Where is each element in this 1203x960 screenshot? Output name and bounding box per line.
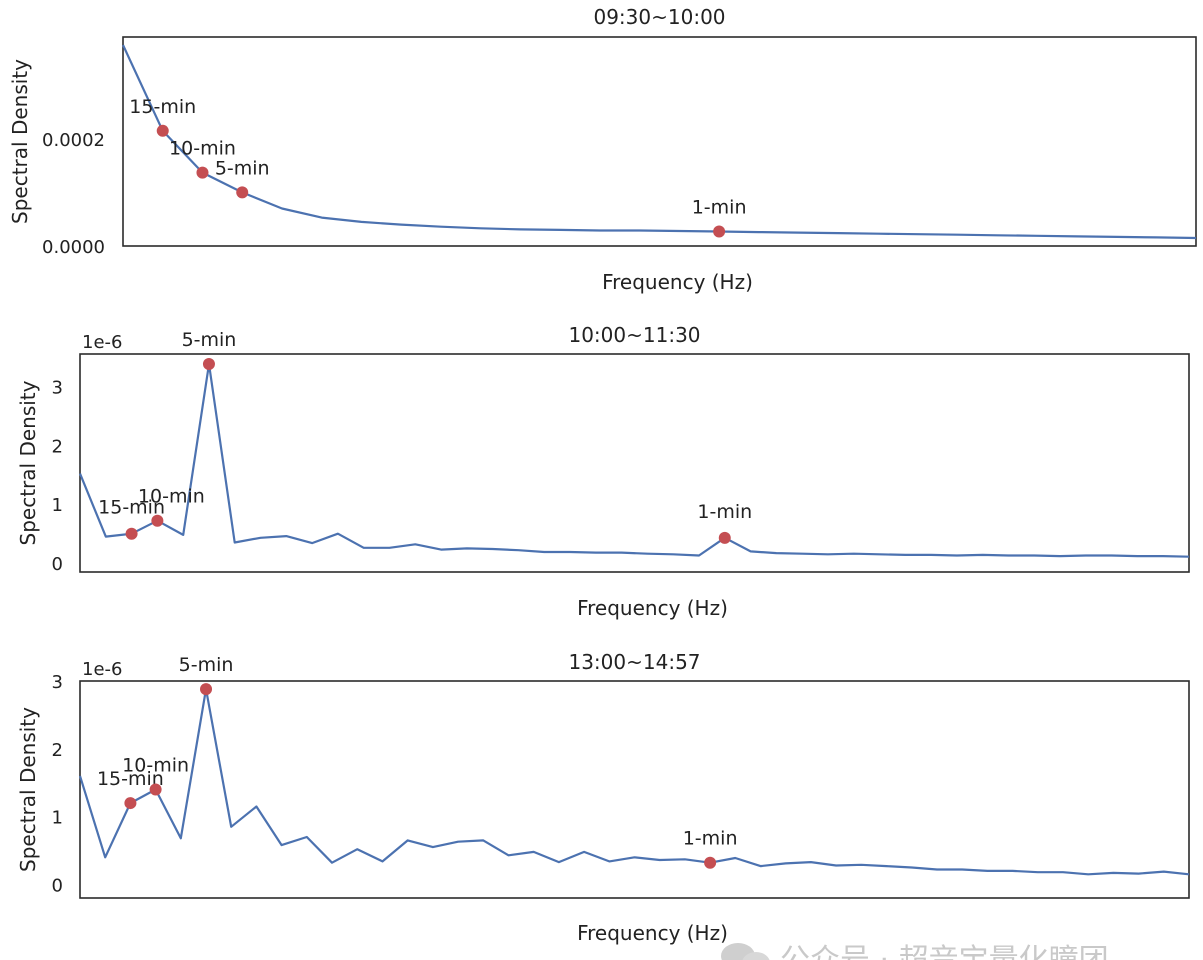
peak-label: 15-min: [97, 768, 164, 790]
peak-marker-10-min: [196, 166, 209, 179]
peak-label: 10-min: [169, 138, 236, 160]
peak-marker-10-min: [151, 514, 164, 527]
peak-label: 15-min: [129, 96, 196, 118]
peak-label: 15-min: [98, 497, 165, 519]
plot-frame: [79, 680, 1190, 899]
y-offset-label: 1e-6: [82, 332, 122, 353]
y-tick-label: 2: [52, 436, 63, 457]
peak-label: 10-min: [138, 486, 205, 508]
x-axis-label: Frequency (Hz): [577, 596, 728, 620]
peak-marker-1-min: [713, 225, 726, 238]
y-tick-label: 1: [52, 808, 63, 829]
y-axis-label: Spectral Density: [8, 59, 32, 224]
spectral-density-line: [78, 362, 1190, 558]
peak-label: 5-min: [179, 654, 234, 676]
y-tick-label: 0: [52, 875, 63, 896]
y-tick-label: 2: [52, 740, 63, 761]
y-axis-label: Spectral Density: [16, 380, 40, 545]
y-tick-label: 0.0002: [42, 130, 105, 151]
y-axis-label: Spectral Density: [16, 707, 40, 872]
y-tick-label: 0.0000: [42, 237, 105, 258]
peak-label: 5-min: [182, 329, 237, 351]
spectral-density-line: [122, 44, 1197, 240]
x-axis-label: Frequency (Hz): [602, 270, 753, 294]
plot-frame: [122, 36, 1197, 247]
y-tick-label: 3: [52, 672, 63, 693]
peak-marker-15-min: [125, 527, 138, 540]
y-tick-label: 0: [52, 554, 63, 575]
peak-marker-5-min: [200, 683, 213, 696]
peak-marker-1-min: [704, 856, 717, 869]
watermark-text: 公众号 · 超音宝量化瞳团: [780, 943, 1109, 960]
peak-label: 5-min: [215, 157, 270, 179]
chart-panel-2: 10:00~11:30 0 1 2 3 1e-6 Spectral Density Frequ…: [16, 323, 1190, 620]
peak-marker-1-min: [718, 531, 731, 544]
y-tick-label: 3: [52, 377, 63, 398]
chart-title: 13:00~14:57: [568, 650, 700, 674]
peak-marker-5-min: [202, 358, 215, 371]
peak-marker-5-min: [236, 186, 249, 199]
peak-label: 1-min: [697, 501, 752, 523]
peak-marker-10-min: [149, 783, 162, 796]
y-offset-label: 1e-6: [82, 659, 122, 680]
spectral-density-line: [78, 687, 1190, 876]
wechat-icon: [721, 943, 770, 960]
plot-frame: [79, 353, 1190, 573]
peak-marker-15-min: [124, 797, 137, 810]
x-axis-label: Frequency (Hz): [577, 921, 728, 945]
peak-label: 1-min: [692, 197, 747, 219]
chart-title: 10:00~11:30: [568, 323, 700, 347]
y-tick-label: 1: [52, 495, 63, 516]
chart-panel-3: 13:00~14:57 0 1 2 3 1e-6 Spectral Density Frequ…: [16, 650, 1190, 945]
peak-label: 1-min: [683, 828, 738, 850]
peak-marker-15-min: [156, 124, 169, 137]
chart-panel-1: 09:30~10:00 0.0000 0.0002 Spectral Density F…: [8, 5, 1197, 294]
watermark: 公众号 · 超音宝量化瞳团: [721, 943, 1109, 960]
peak-label: 10-min: [122, 755, 189, 777]
chart-title: 09:30~10:00: [593, 5, 725, 29]
